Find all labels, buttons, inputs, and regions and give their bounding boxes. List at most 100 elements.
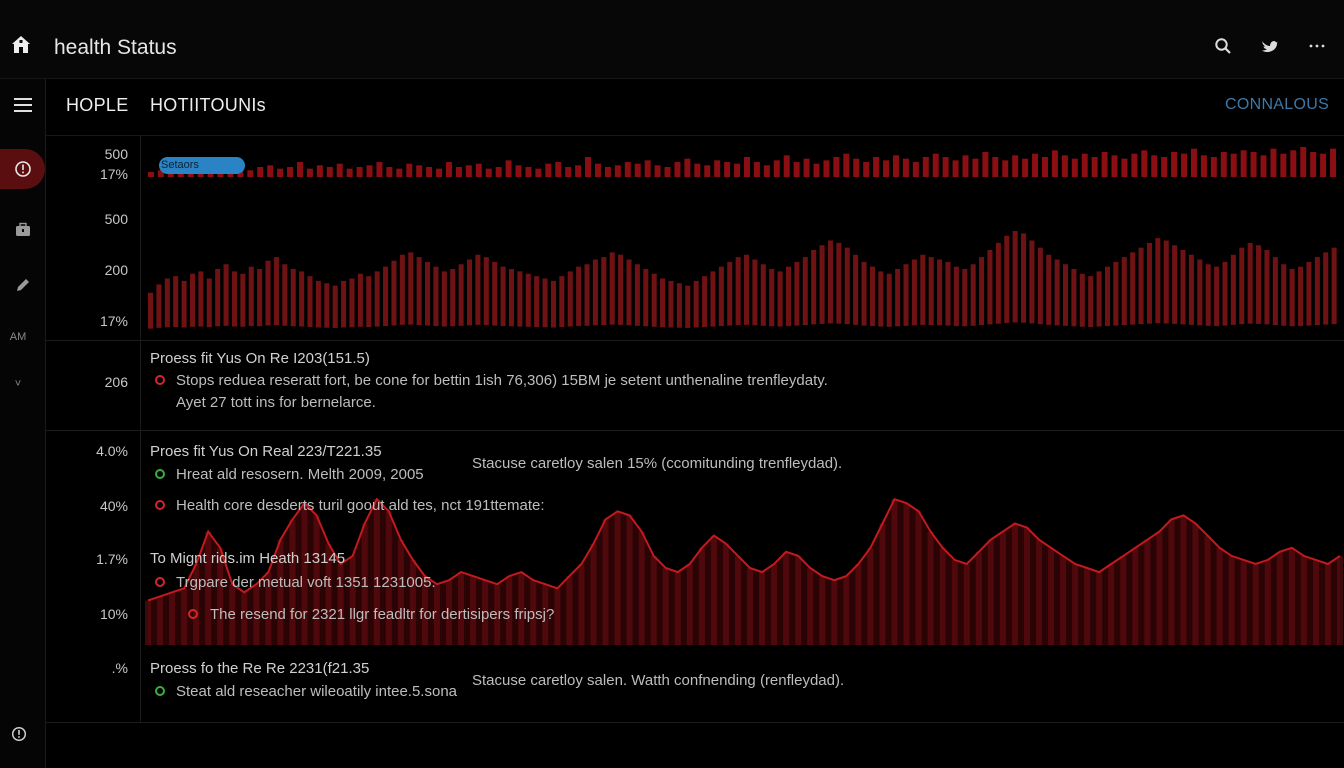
bar-mark <box>702 276 708 328</box>
bar-mark <box>441 271 447 327</box>
bar-mark <box>624 162 631 177</box>
bar-mark <box>475 163 482 177</box>
bar-mark <box>198 271 204 327</box>
bar-mark <box>604 167 611 177</box>
bar-mark <box>928 257 934 326</box>
bar-mark <box>844 247 850 325</box>
bar-mark <box>1260 155 1267 177</box>
bar-mark <box>383 266 389 327</box>
sidebar-item-briefcase[interactable] <box>0 210 45 250</box>
y-label: 17% <box>99 166 128 182</box>
bar-mark <box>836 242 842 324</box>
bar-mark <box>346 168 353 177</box>
bar-mark <box>332 285 338 328</box>
bar-mark <box>863 162 870 177</box>
bar-mark <box>843 153 850 177</box>
sidebar-item-info[interactable] <box>0 714 45 754</box>
bar-mark <box>575 165 582 177</box>
bar-mark <box>693 280 699 328</box>
row-text: Hreat ald resosern. Melth 2009, 2005 <box>176 466 424 483</box>
bar-mark <box>1113 261 1119 326</box>
bar-mark <box>777 271 783 327</box>
bar-mark <box>231 271 237 327</box>
series-badge[interactable]: Setaors <box>159 157 245 174</box>
bar-mark <box>565 167 572 177</box>
bar-mark <box>1032 153 1039 177</box>
alert-circle-icon <box>14 161 31 177</box>
bar-mark <box>426 167 433 177</box>
app-title: health Status <box>54 36 177 59</box>
bar-mark <box>1191 148 1197 177</box>
bar-mark <box>495 167 502 177</box>
bar-mark <box>886 273 892 327</box>
bar-mark <box>307 276 313 328</box>
bar-mark <box>406 163 413 177</box>
bar-mark <box>1180 250 1186 325</box>
sidebar-item-edit[interactable] <box>0 265 45 305</box>
bar-mark <box>366 165 373 177</box>
bar-mark <box>483 257 489 326</box>
status-dot-green <box>155 686 165 696</box>
row-text: Health core desderts turil goout ald tes… <box>176 497 545 514</box>
bar-mark <box>895 269 901 327</box>
bar-mark <box>391 260 397 326</box>
row-divider <box>46 722 1344 723</box>
bar-mark <box>1021 233 1027 323</box>
more-icon[interactable] <box>1308 37 1326 55</box>
bar-mark <box>1071 158 1078 177</box>
bar-mark <box>555 162 562 177</box>
bar-mark <box>223 264 229 326</box>
bar-mark <box>374 271 380 327</box>
bar-mark <box>1022 158 1029 177</box>
search-icon[interactable] <box>1214 37 1232 55</box>
bar-mark <box>1012 231 1018 323</box>
bar-mark <box>1210 157 1217 177</box>
bar-mark <box>853 158 860 177</box>
row-divider <box>46 340 1344 341</box>
bar-mark <box>248 266 254 327</box>
bar-mark <box>148 292 154 329</box>
bar-mark <box>517 271 523 327</box>
bar-mark <box>869 266 875 327</box>
y-label: .% <box>111 660 128 676</box>
bar-mark <box>937 259 943 326</box>
bar-mark <box>1155 238 1161 324</box>
header-link[interactable]: CONNALOUS <box>1225 96 1330 113</box>
bar-mark <box>267 165 274 177</box>
bar-mark <box>247 170 254 177</box>
info-icon <box>11 726 26 742</box>
bar-mark <box>1096 271 1102 327</box>
home-icon[interactable] <box>10 33 32 55</box>
bar-mark <box>1281 264 1287 326</box>
bar-mark <box>1151 155 1158 177</box>
bar-mark <box>752 259 758 326</box>
bar-mark <box>408 252 414 325</box>
bar-mark <box>1163 240 1169 324</box>
bar-mark <box>356 167 363 177</box>
bar-mark <box>416 165 423 177</box>
bar-mark <box>1046 254 1052 325</box>
bird-icon[interactable] <box>1260 37 1278 55</box>
bar-mark <box>455 167 462 177</box>
bar-mark <box>760 264 766 326</box>
section-header <box>46 79 1344 136</box>
bar-mark <box>458 264 464 326</box>
bar-mark <box>1205 264 1211 326</box>
header-label-right: HOTIITOUNIs <box>150 95 266 115</box>
bar-mark <box>277 168 284 177</box>
bar-mark <box>500 266 506 327</box>
bar-mark <box>349 278 355 328</box>
status-dot-green <box>155 469 165 479</box>
sidebar-item-alerts[interactable] <box>0 149 45 189</box>
bar-mark <box>803 158 810 177</box>
bar-mark <box>584 264 590 326</box>
bar-mark <box>853 254 859 325</box>
bar-mark <box>634 163 641 177</box>
menu-button[interactable] <box>0 85 45 125</box>
bar-mark <box>714 160 721 177</box>
bar-mark <box>823 160 830 177</box>
bar-mark <box>643 269 649 327</box>
bar-mark <box>450 269 456 327</box>
row-divider <box>46 430 1344 431</box>
chevron-down-icon[interactable]: ˅ <box>14 378 22 390</box>
